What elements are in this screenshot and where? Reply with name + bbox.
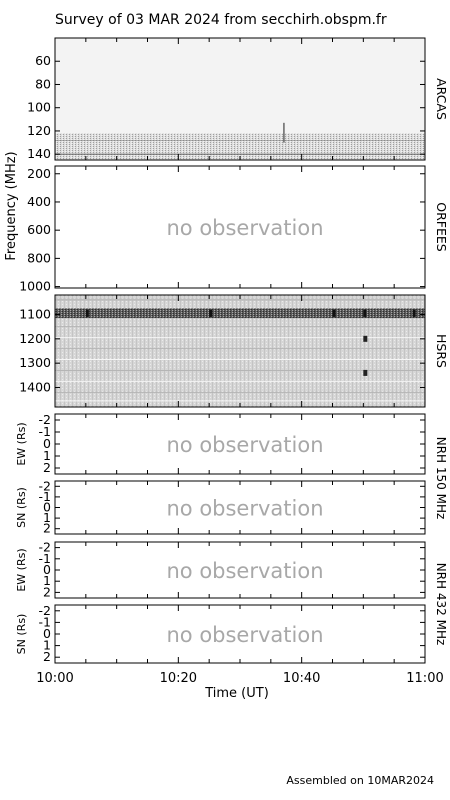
y-tick-label: -1 <box>39 551 51 566</box>
y-tick-label: 60 <box>35 53 51 68</box>
panel-y-label: EW (Rs) <box>15 548 28 591</box>
x-tick-label: 10:20 <box>160 671 197 686</box>
hsrs-burst <box>209 309 213 317</box>
panel-nrh432sn: 210-1-2 no observation SN (Rs) <box>15 603 426 664</box>
arcas-noise-band <box>55 133 425 160</box>
hsrs-top-band <box>55 298 425 301</box>
y-tick-label: 800 <box>27 250 51 265</box>
panel-name: ARCAS <box>434 78 449 120</box>
x-tick-label: 10:00 <box>36 671 73 686</box>
x-tick-label: 10:40 <box>283 671 320 686</box>
panel-name: HSRS <box>434 334 449 368</box>
y-tick-label: 1200 <box>19 331 51 346</box>
panel-arcas: 60 80 100 120 140 ARCAS <box>27 37 449 161</box>
figure-title: Survey of 03 MAR 2024 from secchirh.obsp… <box>55 12 387 28</box>
panel-hsrs: 1100 1200 1300 1400 HSRS <box>19 294 449 408</box>
y-tick-label: 1 <box>43 638 51 653</box>
y-tick-label: -2 <box>39 603 51 618</box>
hsrs-burst <box>412 309 416 317</box>
y-tick-label: -1 <box>39 489 51 504</box>
hsrs-burst <box>332 309 336 317</box>
hsrs-burst <box>85 309 89 317</box>
y-tick-label: -2 <box>39 478 51 493</box>
panel-name: ORFEES <box>434 202 449 252</box>
y-tick-label: 1 <box>43 448 51 463</box>
y-tick-label: 120 <box>27 123 51 138</box>
y-tick-label: 1000 <box>19 279 51 294</box>
x-tick-label: 11:00 <box>406 671 443 686</box>
panel-nrh150ew: 210-1-2 no observation EW (Rs) <box>15 412 426 475</box>
x-axis: 10:00 10:20 10:40 11:00 <box>36 671 443 686</box>
panel-y-label: SN (Rs) <box>15 487 28 528</box>
y-tick-label: -2 <box>39 540 51 555</box>
hsrs-rfi-band <box>55 308 425 319</box>
no-observation-text: no observation <box>166 497 323 521</box>
y-tick-label: -1 <box>39 424 51 439</box>
y-tick-label: 0 <box>43 626 51 641</box>
panel-orfees: 200 400 600 800 1000 no observation ORFEES <box>19 165 449 294</box>
y-tick-label: 200 <box>27 166 51 181</box>
y-tick-label: 1300 <box>19 355 51 370</box>
y-tick-label: 1100 <box>19 306 51 321</box>
arcas-spike <box>283 122 285 143</box>
panel-nrh150sn: 210-1-2 no observation SN (Rs) <box>15 478 426 536</box>
y-tick-label: 0 <box>43 562 51 577</box>
hsrs-dark-spot <box>363 369 368 376</box>
x-axis-label: Time (UT) <box>204 686 269 701</box>
y-tick-label: 140 <box>27 146 51 161</box>
y-tick-label: 0 <box>43 500 51 515</box>
y-tick-label: 80 <box>35 76 51 91</box>
assembled-footer: Assembled on 10MAR2024 <box>286 774 434 787</box>
y-tick-label: 2 <box>43 460 51 475</box>
y-tick-label: 1 <box>43 573 51 588</box>
y-tick-label: 2 <box>43 584 51 599</box>
nrh-150-label: NRH 150 MHz <box>434 437 448 520</box>
y-tick-label: 0 <box>43 436 51 451</box>
no-observation-text: no observation <box>166 559 323 583</box>
y-tick-label: 100 <box>27 100 51 115</box>
no-observation-text: no observation <box>166 216 323 240</box>
y-tick-label: 1400 <box>19 380 51 395</box>
y-tick-label: 400 <box>27 194 51 209</box>
y-tick-label: 2 <box>43 521 51 536</box>
panel-y-label: EW (Rs) <box>15 422 28 465</box>
no-observation-text: no observation <box>166 433 323 457</box>
panel-nrh432ew: 210-1-2 no observation EW (Rs) <box>15 540 426 599</box>
y-tick-label: 1 <box>43 510 51 525</box>
hsrs-burst <box>363 309 367 317</box>
y-tick-label: -2 <box>39 412 51 427</box>
hsrs-dark-spot <box>363 335 368 342</box>
frequency-axis-label: Frequency (MHz) <box>4 151 19 260</box>
y-tick-label: 2 <box>43 649 51 664</box>
panel-y-label: SN (Rs) <box>15 614 28 655</box>
nrh-432-label: NRH 432 MHz <box>434 563 448 646</box>
y-tick-label: -1 <box>39 614 51 629</box>
no-observation-text: no observation <box>166 623 323 647</box>
y-tick-label: 600 <box>27 222 51 237</box>
